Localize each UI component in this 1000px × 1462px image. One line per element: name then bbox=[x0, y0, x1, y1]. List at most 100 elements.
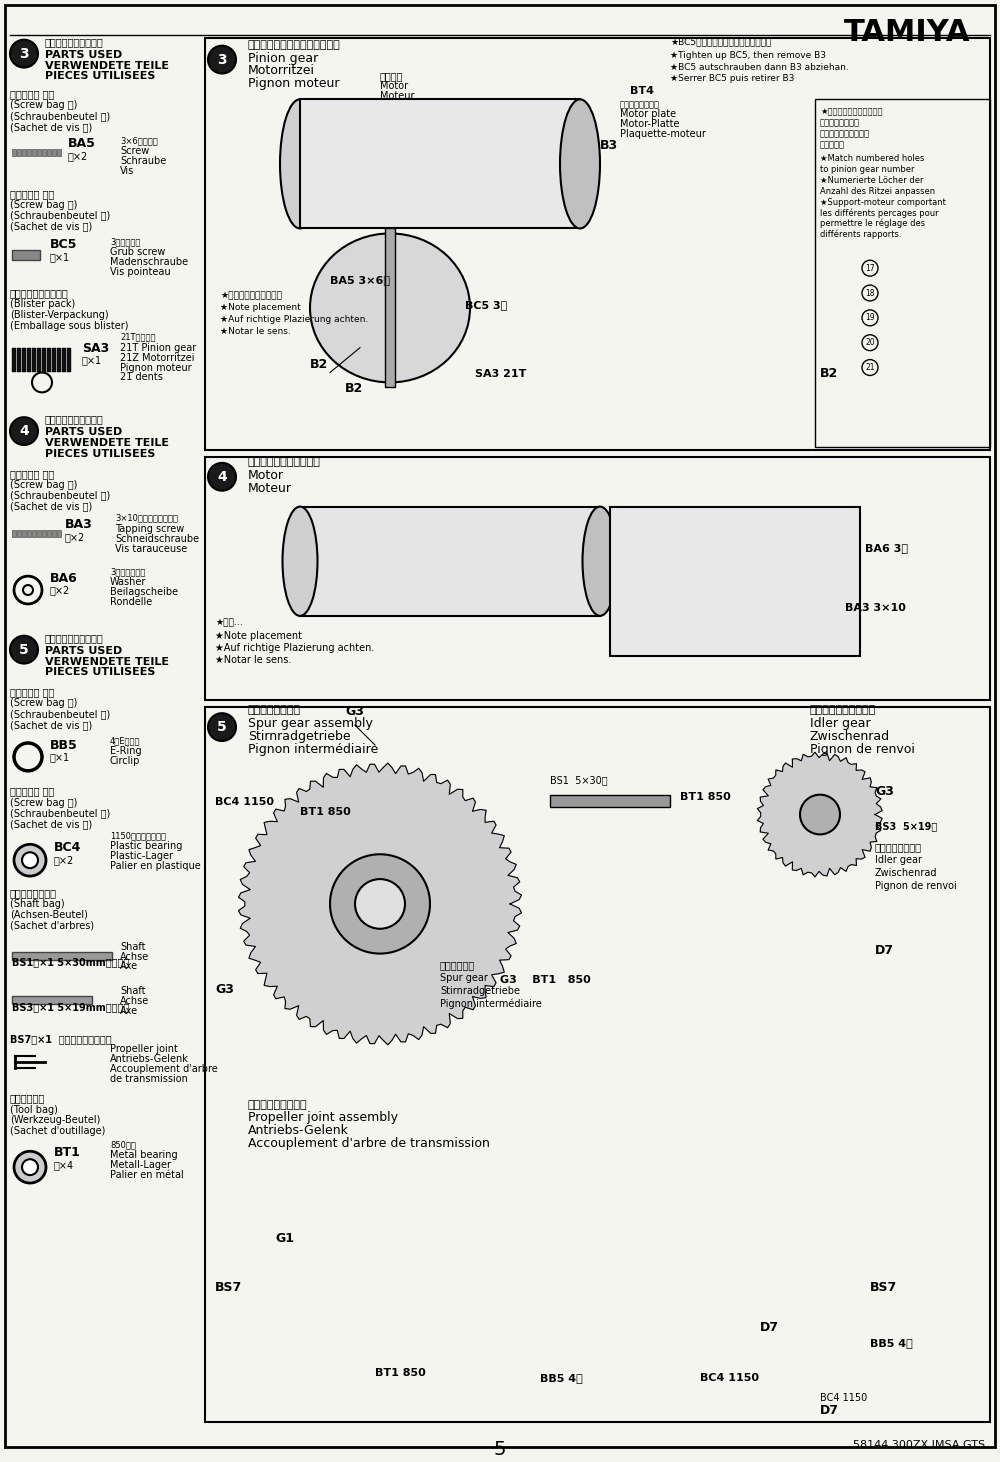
Text: Propeller joint assembly: Propeller joint assembly bbox=[248, 1111, 398, 1124]
Bar bbox=[385, 228, 395, 387]
Text: (Sachet d'arbres): (Sachet d'arbres) bbox=[10, 921, 94, 931]
Text: (Achsen-Beutel): (Achsen-Beutel) bbox=[10, 909, 88, 920]
Text: Axe: Axe bbox=[120, 1006, 138, 1016]
Text: Motor: Motor bbox=[380, 82, 408, 92]
Text: différents rapports.: différents rapports. bbox=[820, 230, 902, 240]
Bar bbox=[32, 348, 36, 373]
Text: ★Auf richtige Plazierung achten.: ★Auf richtige Plazierung achten. bbox=[215, 643, 374, 652]
Text: 3: 3 bbox=[19, 47, 29, 60]
Text: 4: 4 bbox=[217, 469, 227, 484]
Text: (Schraubenbeutel Ａ): (Schraubenbeutel Ａ) bbox=[10, 491, 110, 500]
Text: (Sachet de vis Ｃ): (Sachet de vis Ｃ) bbox=[10, 221, 92, 231]
Text: to pinion gear number: to pinion gear number bbox=[820, 165, 914, 174]
Text: Pinion gear: Pinion gear bbox=[248, 51, 318, 64]
Bar bbox=[12, 531, 16, 538]
Bar bbox=[550, 795, 670, 807]
Bar bbox=[47, 149, 51, 156]
Text: B3: B3 bbox=[600, 139, 618, 152]
Bar bbox=[42, 149, 46, 156]
Bar bbox=[67, 348, 71, 373]
Text: Moteur: Moteur bbox=[248, 481, 292, 494]
Text: 21Z Motorritzei: 21Z Motorritzei bbox=[120, 352, 194, 363]
Text: Palier en métal: Palier en métal bbox=[110, 1170, 184, 1180]
Text: ★ピニオンギヤーの枚数に: ★ピニオンギヤーの枚数に bbox=[820, 107, 883, 117]
Text: PIECES UTILISEES: PIECES UTILISEES bbox=[45, 72, 155, 82]
Text: ★次位置をあわせます。: ★次位置をあわせます。 bbox=[220, 291, 282, 300]
Text: Shaft: Shaft bbox=[120, 942, 146, 952]
Text: B2: B2 bbox=[820, 367, 838, 380]
Ellipse shape bbox=[310, 234, 470, 383]
Text: モーター: モーター bbox=[380, 72, 404, 82]
Text: アイドラーギヤー: アイドラーギヤー bbox=[875, 842, 922, 852]
Text: BA6 3㎜: BA6 3㎜ bbox=[865, 544, 908, 553]
Text: Zwischenrad: Zwischenrad bbox=[810, 730, 890, 743]
Text: ・×2: ・×2 bbox=[65, 532, 85, 542]
Text: PARTS USED: PARTS USED bbox=[45, 646, 122, 655]
Text: 850金属: 850金属 bbox=[110, 1140, 136, 1149]
Text: 3×6㎜丸ビス: 3×6㎜丸ビス bbox=[120, 136, 158, 145]
Text: ・×2: ・×2 bbox=[50, 585, 70, 595]
Text: ★Note placement: ★Note placement bbox=[215, 630, 302, 640]
Text: Grub screw: Grub screw bbox=[110, 247, 165, 257]
Text: ★Note placement: ★Note placement bbox=[220, 303, 301, 311]
Bar bbox=[57, 149, 61, 156]
Text: BC5 3㎜: BC5 3㎜ bbox=[465, 300, 507, 310]
Bar bbox=[37, 149, 41, 156]
Text: G3: G3 bbox=[215, 984, 234, 996]
Circle shape bbox=[208, 713, 236, 741]
Text: 5: 5 bbox=[494, 1440, 506, 1459]
Text: Madenschraube: Madenschraube bbox=[110, 257, 188, 268]
Text: BS1  5×30㎜: BS1 5×30㎜ bbox=[550, 775, 608, 785]
Text: ★Match numbered holes: ★Match numbered holes bbox=[820, 154, 924, 162]
Text: スパーギヤー: スパーギヤー bbox=[440, 961, 475, 971]
Text: 21 dents: 21 dents bbox=[120, 373, 163, 383]
Text: 4㎜Eリング: 4㎜Eリング bbox=[110, 735, 140, 746]
Text: Motor: Motor bbox=[248, 469, 284, 482]
Text: ★Support-moteur comportant: ★Support-moteur comportant bbox=[820, 197, 946, 206]
Bar bbox=[32, 149, 36, 156]
Text: Pignon moteur: Pignon moteur bbox=[248, 77, 340, 91]
Text: 18: 18 bbox=[865, 288, 875, 298]
Text: ★BC5 autschrauben dann B3 abziehan.: ★BC5 autschrauben dann B3 abziehan. bbox=[670, 63, 849, 72]
Text: (Shaft bag): (Shaft bag) bbox=[10, 899, 65, 909]
Text: Anzahl des Ritzei anpassen: Anzahl des Ritzei anpassen bbox=[820, 187, 935, 196]
Text: 17: 17 bbox=[865, 263, 875, 273]
Text: Stirnradgetriebe: Stirnradgetriebe bbox=[248, 730, 351, 743]
Text: ・×1: ・×1 bbox=[82, 355, 102, 366]
Text: (Tool bag): (Tool bag) bbox=[10, 1104, 58, 1114]
Text: 3㎜ワッシャー: 3㎜ワッシャー bbox=[110, 567, 145, 576]
Text: 〈ビス袋詰 Ｃ〉: 〈ビス袋詰 Ｃ〉 bbox=[10, 787, 54, 797]
Ellipse shape bbox=[280, 99, 320, 228]
Text: プロペラジョイント: プロペラジョイント bbox=[248, 1099, 308, 1110]
Text: (Sachet d'outillage): (Sachet d'outillage) bbox=[10, 1126, 105, 1136]
Text: BC4 1150: BC4 1150 bbox=[700, 1373, 759, 1383]
Text: Vis pointeau: Vis pointeau bbox=[110, 268, 171, 278]
Text: モーターをセットして: モーターをセットして bbox=[820, 129, 870, 137]
Text: 3: 3 bbox=[217, 53, 227, 67]
Bar bbox=[42, 348, 46, 373]
Text: 〈ブリスターパック〉: 〈ブリスターパック〉 bbox=[10, 288, 69, 298]
Text: G3    BT1   850: G3 BT1 850 bbox=[500, 975, 591, 985]
Circle shape bbox=[22, 852, 38, 868]
Bar bbox=[37, 348, 41, 373]
Text: BT4: BT4 bbox=[630, 86, 654, 96]
Text: 〈ビス袋詰 Ｂ〉: 〈ビス袋詰 Ｂ〉 bbox=[10, 687, 54, 697]
Text: PIECES UTILISEES: PIECES UTILISEES bbox=[45, 449, 155, 459]
Text: Idler gear: Idler gear bbox=[875, 855, 922, 866]
Bar bbox=[62, 348, 66, 373]
Text: Accouplement d'arbre: Accouplement d'arbre bbox=[110, 1064, 218, 1073]
Bar bbox=[52, 149, 56, 156]
Text: ★下穴…: ★下穴… bbox=[215, 618, 243, 627]
Text: BS7: BS7 bbox=[215, 1281, 242, 1294]
Text: Idler gear: Idler gear bbox=[810, 718, 871, 730]
Text: (Werkzeug-Beutel): (Werkzeug-Beutel) bbox=[10, 1116, 100, 1126]
Text: BB5 4㎜: BB5 4㎜ bbox=[870, 1338, 913, 1348]
Polygon shape bbox=[757, 753, 882, 877]
Text: 58144 300ZX IMSA GTS: 58144 300ZX IMSA GTS bbox=[853, 1440, 985, 1450]
Text: PARTS USED: PARTS USED bbox=[45, 50, 122, 60]
Bar bbox=[22, 149, 26, 156]
Text: ・×1: ・×1 bbox=[50, 253, 70, 262]
Bar bbox=[17, 149, 21, 156]
Text: ・×2: ・×2 bbox=[54, 855, 74, 866]
Text: BS7: BS7 bbox=[870, 1281, 897, 1294]
